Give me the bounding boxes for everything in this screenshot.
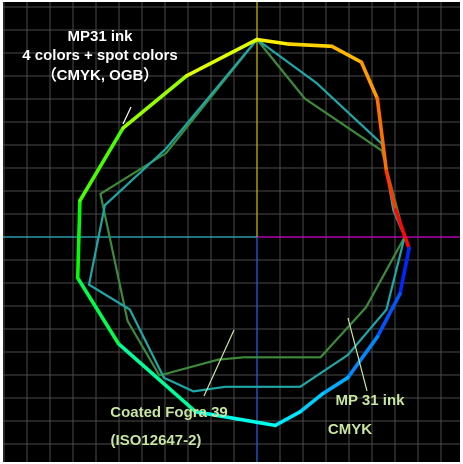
annotation-fogra39-line1: Coated Fogra 39 [110,404,228,421]
gamut-segment [330,44,364,65]
gamut-segment [193,409,278,428]
gamut-segment [75,198,82,280]
gamut-segment [298,391,325,414]
annotation-mp31-spot-line2: 4 colors + spot colors [22,47,177,64]
gamut-segment [375,291,402,339]
annotation-mp31-spot-line3: （CMYK, OGB） [42,66,159,84]
gamut-segment [384,169,398,212]
gamut-segment [75,276,121,346]
annotation-mp31-cmyk-line1: MP 31 ink [336,392,406,409]
annotation-leaders [122,106,368,397]
annotation-fogra39-line2: (ISO12647-2) [111,432,202,449]
series-2 [99,38,406,377]
gamut-segment [398,246,411,296]
gamut-outline [99,38,406,377]
gamut-segment [121,74,189,130]
gamut-segment [286,42,334,49]
gamut-segment [345,335,380,380]
series-layer [75,37,411,428]
annotation-mp31-cmyk-line2: CMYK [328,421,372,438]
leader-line-fogra39 [203,329,235,397]
gamut-segment [375,96,389,173]
leader-line-mp31-cmyk [347,317,368,392]
gamut-segment [359,60,380,101]
leader-line-mp31-spot [122,106,132,125]
series-0 [75,37,411,428]
gamut-segment [320,375,350,396]
gamut-segment [116,341,198,414]
gamut-segment [393,208,411,251]
gamut-segment [78,126,125,203]
gamut-segment [255,37,291,46]
gamut-segment [273,409,302,428]
gamut-segment [184,37,259,78]
annotation-mp31-spot-line1: MP31 ink [67,28,133,45]
